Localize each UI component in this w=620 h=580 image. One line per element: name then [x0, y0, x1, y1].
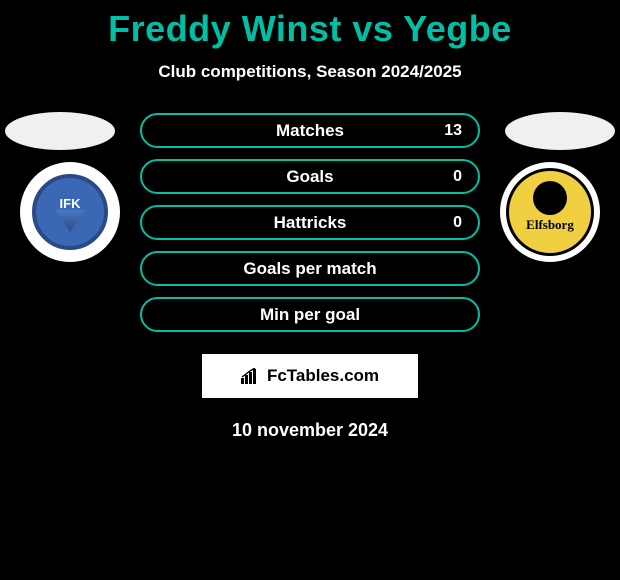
player-placeholder-left — [5, 112, 115, 150]
date-text: 10 november 2024 — [0, 420, 620, 441]
player-placeholder-right — [505, 112, 615, 150]
stat-label: Matches — [276, 121, 344, 141]
branding-box: FcTables.com — [202, 354, 418, 398]
stat-value-right: 13 — [444, 122, 462, 140]
club-badge-right — [500, 162, 600, 262]
stat-value-right: 0 — [453, 214, 462, 232]
content-area: Matches 13 Goals 0 Hattricks 0 Goals per… — [0, 112, 620, 441]
stat-rows: Matches 13 Goals 0 Hattricks 0 Goals per… — [140, 112, 480, 332]
stat-row-hattricks: Hattricks 0 — [140, 205, 480, 240]
club-crest-ifk — [32, 174, 108, 250]
stat-label: Goals — [286, 167, 333, 187]
stat-label: Hattricks — [274, 213, 347, 233]
club-crest-elfsborg — [506, 168, 594, 256]
page-subtitle: Club competitions, Season 2024/2025 — [0, 62, 620, 82]
bar-chart-icon — [241, 368, 261, 384]
stat-row-goals-per-match: Goals per match — [140, 251, 480, 286]
stat-row-goals: Goals 0 — [140, 159, 480, 194]
stat-label: Min per goal — [260, 305, 360, 325]
stat-row-matches: Matches 13 — [140, 113, 480, 148]
club-badge-left — [20, 162, 120, 262]
stat-row-min-per-goal: Min per goal — [140, 297, 480, 332]
infographic-container: Freddy Winst vs Yegbe Club competitions,… — [0, 0, 620, 441]
stat-value-right: 0 — [453, 168, 462, 186]
branding-text: FcTables.com — [267, 366, 379, 386]
page-title: Freddy Winst vs Yegbe — [0, 8, 620, 50]
stat-label: Goals per match — [243, 259, 376, 279]
